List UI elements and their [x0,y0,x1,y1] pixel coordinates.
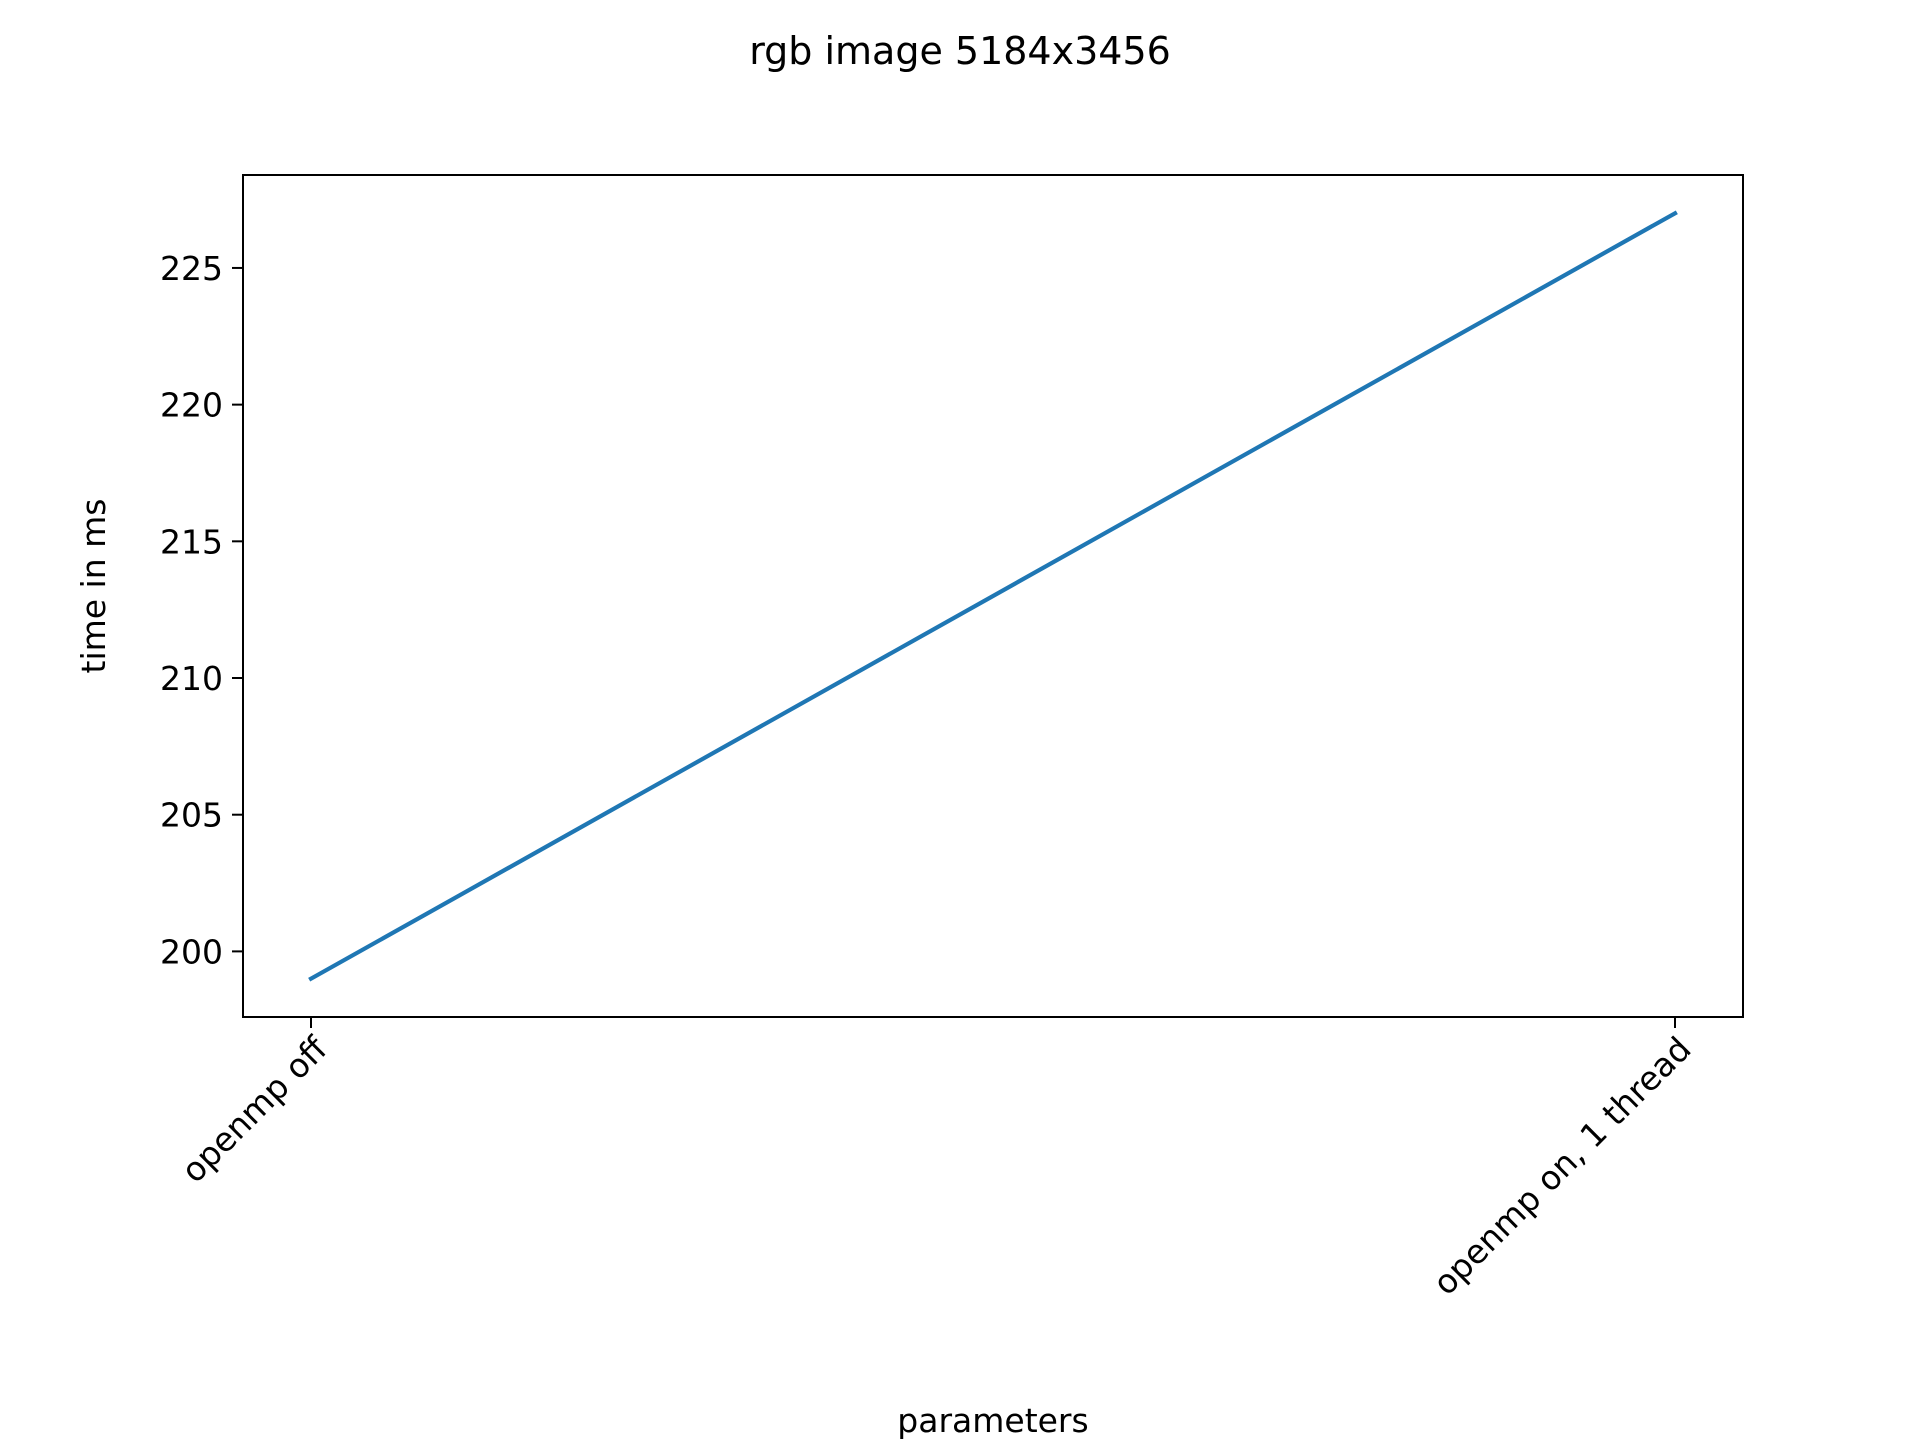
y-tick-label: 200 [160,932,223,971]
chart-title: rgb image 5184x3456 [749,29,1171,73]
plot-frame [242,174,1744,1018]
x-axis-label: parameters [897,1401,1088,1440]
y-tick-label: 220 [160,386,223,425]
y-tick-label: 215 [160,522,223,561]
y-tick-label: 225 [160,249,223,288]
y-tick-label: 210 [160,659,223,698]
y-tick-label: 205 [160,796,223,835]
y-axis-label: time in ms [74,499,113,674]
series-line-1 [308,210,1678,982]
